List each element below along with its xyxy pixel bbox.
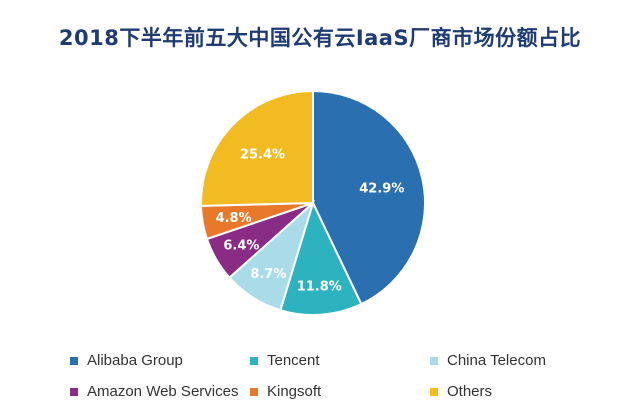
chart-title: 2018下半年前五大中国公有云IaaS厂商市场份额占比 <box>58 26 582 50</box>
data-label: 8.7% <box>250 267 286 282</box>
legend-item: China Telecom <box>430 352 610 369</box>
legend-label: Others <box>447 383 493 400</box>
data-label: 42.9% <box>359 181 404 196</box>
legend-marker <box>70 387 78 396</box>
legend-label: Alibaba Group <box>87 352 183 369</box>
legend-marker <box>250 356 258 365</box>
legend-item: Kingsoft <box>250 383 430 400</box>
legend-item: Amazon Web Services <box>70 383 250 400</box>
legend-marker <box>250 387 258 396</box>
pie-chart: 42.9% 11.8% 8.7% 6.4% 4.8% 25.4% <box>200 89 426 316</box>
pie-labels: 42.9% 11.8% 8.7% 6.4% 4.8% 25.4% <box>216 148 405 295</box>
legend-label: Tencent <box>267 352 320 369</box>
legend-label: Amazon Web Services <box>87 383 239 400</box>
pie-slice-alibaba-group <box>312 89 426 306</box>
legend-item: Alibaba Group <box>70 352 250 369</box>
legend-marker <box>430 356 438 365</box>
legend-marker <box>430 387 438 396</box>
legend-item: Others <box>430 383 610 400</box>
data-label: 11.8% <box>297 280 342 295</box>
legend-item: Tencent <box>250 352 430 369</box>
data-label: 4.8% <box>216 211 252 226</box>
legend-marker <box>70 356 78 365</box>
data-label: 25.4% <box>240 148 285 163</box>
pie-slices <box>200 89 426 316</box>
legend-label: Kingsoft <box>267 383 322 400</box>
legend-label: China Telecom <box>447 352 546 369</box>
data-label: 6.4% <box>223 239 259 254</box>
legend: Alibaba Group Tencent China Telecom Amazon … <box>70 352 630 400</box>
pie-slice-tencent <box>279 200 363 316</box>
pie-slice-others <box>200 89 314 207</box>
